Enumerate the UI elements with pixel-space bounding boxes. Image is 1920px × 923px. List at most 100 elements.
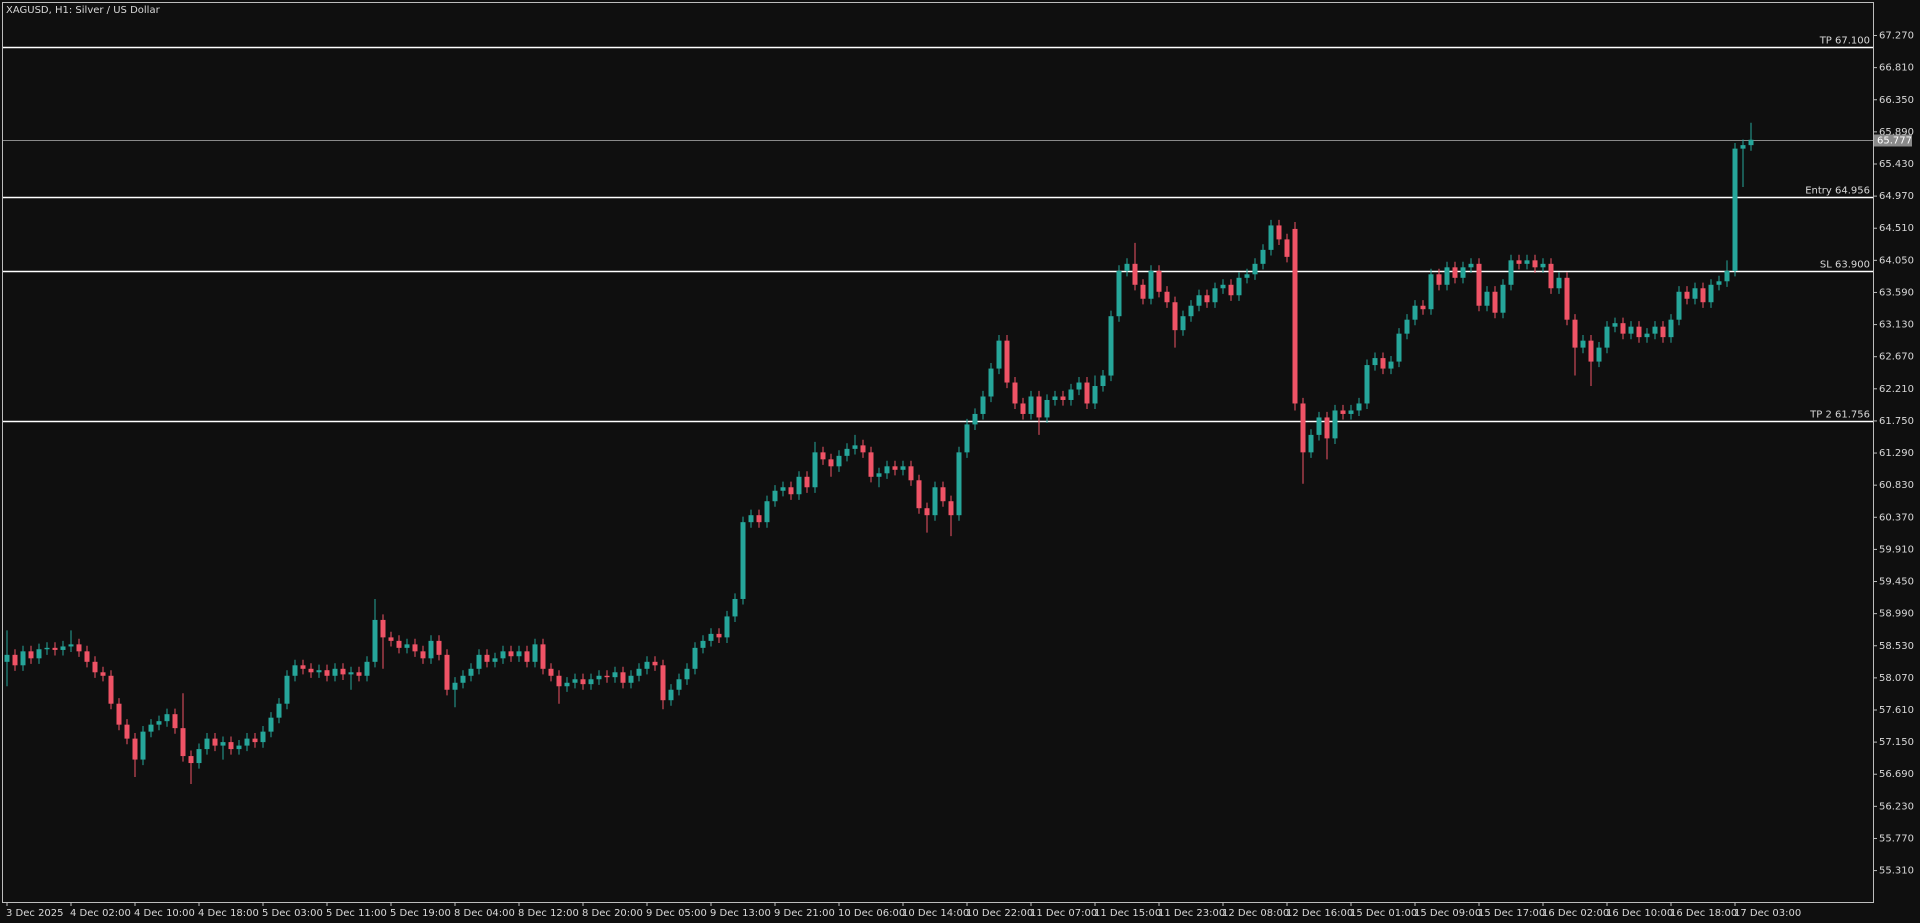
candle-body (1324, 417, 1330, 439)
candle-body (1588, 340, 1594, 362)
y-tick-label: 56.230 (1879, 801, 1914, 812)
candle-body (540, 644, 546, 669)
candle-body (1428, 274, 1434, 310)
candle-body (268, 717, 274, 732)
candle-body (132, 738, 138, 760)
candle-body (1148, 270, 1154, 299)
candle-body (516, 651, 522, 657)
candle-body (1108, 316, 1114, 376)
candle-body (1532, 260, 1538, 268)
candle-body (300, 665, 306, 669)
candle-body (492, 658, 498, 662)
candle-body (1556, 277, 1562, 289)
candle-body (340, 668, 346, 675)
candle-body (972, 413, 978, 425)
candle-body (948, 501, 954, 516)
y-tick-label: 57.150 (1879, 737, 1914, 748)
plot-frame (2, 2, 1874, 903)
candle-body (764, 501, 770, 523)
x-tick-label: 17 Dec 03:00 (1734, 908, 1801, 919)
x-tick-label: 5 Dec 19:00 (390, 908, 451, 919)
candle-body (172, 714, 178, 729)
candle-body (1172, 302, 1178, 331)
candle-body (1236, 277, 1242, 296)
candle-body (1052, 396, 1058, 400)
candle-body (796, 476, 802, 495)
candle-body (1412, 305, 1418, 320)
candle-body (1316, 417, 1322, 435)
candle-body (388, 637, 394, 641)
y-tick-label: 63.130 (1879, 320, 1914, 331)
candle-body (180, 728, 186, 757)
candle-body (188, 756, 194, 764)
y-tick-label: 59.450 (1879, 577, 1914, 588)
candle-body (1140, 284, 1146, 299)
y-tick-label: 55.770 (1879, 833, 1914, 844)
candle-body (964, 424, 970, 453)
candle-body (1612, 323, 1618, 327)
candle-body (1220, 284, 1226, 289)
candle-body (812, 452, 818, 488)
candle-body (260, 731, 266, 743)
candle-body (1548, 263, 1554, 289)
candle-body (740, 522, 746, 599)
candle-body (500, 651, 506, 659)
candle-body (236, 745, 242, 750)
x-tick-label: 4 Dec 10:00 (134, 908, 195, 919)
candle-body (788, 487, 794, 495)
candle-body (596, 675, 602, 680)
candle-body (652, 661, 658, 666)
candle-body (1572, 319, 1578, 348)
candle-body (1012, 382, 1018, 404)
candle-body (1364, 365, 1370, 404)
y-tick-label: 63.590 (1879, 287, 1914, 298)
candle-body (348, 672, 354, 675)
x-tick-label: 9 Dec 05:00 (646, 908, 707, 919)
candle-body (868, 452, 874, 477)
x-tick-label: 5 Dec 11:00 (326, 908, 387, 919)
candle-body (356, 672, 362, 676)
candle-body (100, 672, 106, 676)
candle-body (508, 651, 514, 657)
candle-body (1076, 382, 1082, 390)
candle-body (484, 654, 490, 662)
candle-body (228, 742, 234, 750)
x-tick-label: 8 Dec 12:00 (518, 908, 579, 919)
x-tick-label: 15 Dec 01:00 (1350, 908, 1417, 919)
candle-body (1676, 291, 1682, 320)
candle-body (212, 738, 218, 746)
level-label: TP 67.100 (1819, 36, 1870, 47)
y-tick-label: 55.310 (1879, 866, 1914, 877)
candle-body (588, 679, 594, 685)
candle-body (1492, 291, 1498, 313)
candle-body (1716, 281, 1722, 285)
candle-body (1692, 288, 1698, 299)
candle-body (1284, 239, 1290, 257)
candle-body (292, 665, 298, 676)
candle-body (108, 675, 114, 704)
candle-body (28, 651, 34, 659)
candle-body (780, 487, 786, 491)
candle-body (708, 633, 714, 641)
y-tick-label: 57.610 (1879, 705, 1914, 716)
y-tick-label: 66.810 (1879, 63, 1914, 74)
y-tick-label: 64.970 (1879, 191, 1914, 202)
candle-body (1020, 403, 1026, 414)
candle-body (564, 682, 570, 687)
candle-body (668, 689, 674, 701)
x-tick-label: 8 Dec 20:00 (582, 908, 643, 919)
candle-body (116, 703, 122, 725)
candle-body (1724, 270, 1730, 282)
y-tick-label: 59.910 (1879, 544, 1914, 555)
candle-body (1100, 375, 1106, 387)
candle-body (452, 682, 458, 690)
candle-body (164, 714, 170, 722)
candle-body (724, 616, 730, 638)
candle-body (876, 473, 882, 477)
x-tick-label: 15 Dec 17:00 (1478, 908, 1545, 919)
price-tag (1874, 134, 1912, 147)
x-tick-label: 10 Dec 22:00 (966, 908, 1033, 919)
candle-body (252, 738, 258, 743)
candle-body (1652, 326, 1658, 334)
candle-body (308, 668, 314, 673)
